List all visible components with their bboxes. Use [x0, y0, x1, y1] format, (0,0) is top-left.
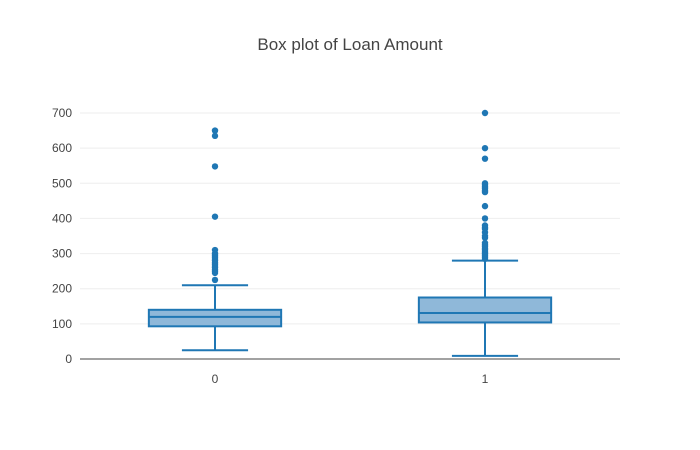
y-tick-label: 300: [52, 247, 72, 261]
interquartile-box: [417, 296, 553, 324]
outlier-point: [481, 202, 489, 210]
y-tick-label: 500: [52, 176, 72, 190]
y-tick-label: 700: [52, 106, 72, 120]
outlier-point: [481, 180, 489, 187]
outlier-point: [211, 213, 219, 220]
outlier-point: [211, 246, 219, 254]
outlier-point: [211, 276, 219, 284]
outlier-point: [211, 132, 219, 140]
outlier-point: [481, 109, 489, 117]
boxes: [147, 109, 553, 357]
interquartile-box: [147, 308, 283, 328]
outlier-point: [481, 215, 489, 222]
y-tick-label: 100: [52, 317, 72, 331]
x-tick-label: 1: [482, 372, 489, 386]
outlier-point: [481, 239, 489, 247]
y-tick-label: 400: [52, 211, 72, 225]
outlier-point: [481, 144, 489, 152]
y-tick-label: 0: [65, 352, 72, 366]
box-1: [417, 109, 553, 357]
tick-labels: 0 100 200 300 400 500 600 700 0 1: [52, 106, 489, 386]
outlier-point: [211, 127, 219, 134]
grid-lines: [80, 112, 620, 325]
outlier-point: [481, 222, 489, 229]
x-tick-label: 0: [212, 372, 219, 386]
y-tick-label: 600: [52, 141, 72, 155]
box-0: [147, 127, 283, 352]
outlier-point: [481, 155, 489, 162]
chart-title: Box plot of Loan Amount: [257, 35, 443, 54]
outlier-point: [211, 163, 219, 170]
y-tick-label: 200: [52, 282, 72, 296]
